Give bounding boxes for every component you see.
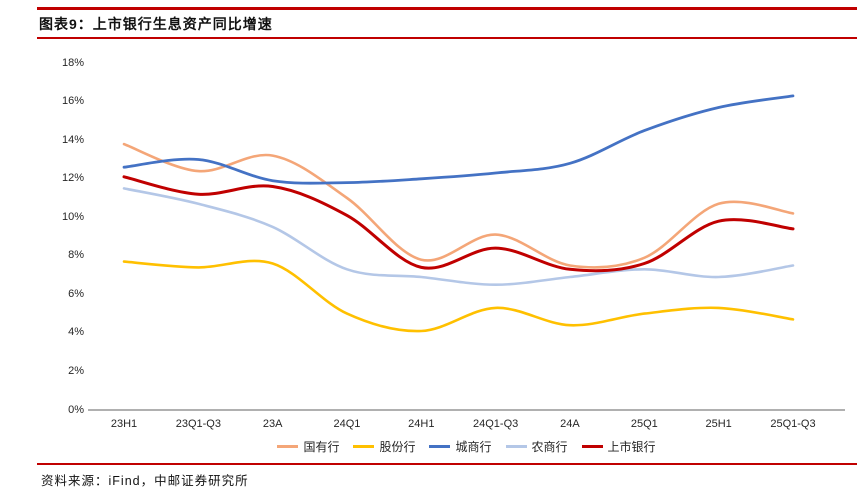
x-axis-label: 23Q1-Q3 bbox=[175, 418, 221, 430]
x-axis-label: 23H1 bbox=[110, 418, 138, 430]
series-line-农商行 bbox=[122, 187, 795, 286]
legend-swatch-icon bbox=[581, 445, 603, 448]
legend-label: 城商行 bbox=[455, 440, 492, 454]
legend-item-国有行: 国有行 bbox=[277, 438, 339, 455]
legend-item-城商行: 城商行 bbox=[429, 438, 492, 455]
y-axis-label: 4% bbox=[68, 326, 84, 339]
legend-swatch-icon bbox=[277, 445, 299, 448]
x-axis-label: 23A bbox=[262, 418, 283, 430]
y-axis-label: 16% bbox=[61, 95, 84, 108]
y-axis-label: 18% bbox=[61, 56, 84, 69]
legend-swatch-icon bbox=[353, 445, 375, 448]
top-rule-line bbox=[37, 7, 857, 10]
y-axis-label: 12% bbox=[61, 172, 84, 185]
legend-label: 上市银行 bbox=[607, 440, 656, 454]
x-axis-label: 24Q1-Q3 bbox=[473, 418, 519, 430]
legend-swatch-icon bbox=[429, 445, 451, 448]
x-axis-label: 25Q1-Q3 bbox=[770, 418, 816, 430]
legend-item-上市银行: 上市银行 bbox=[581, 438, 656, 455]
source-note: 资料来源：iFind，中邮证券研究所 bbox=[41, 474, 249, 488]
chart-legend: 国有行 股份行 城商行 农商行 上市银行 bbox=[88, 438, 845, 455]
y-axis-label: 2% bbox=[68, 364, 84, 377]
y-axis-label: 10% bbox=[61, 210, 84, 223]
x-axis-label: 24H1 bbox=[408, 418, 435, 430]
x-axis-label: 25H1 bbox=[705, 418, 732, 430]
legend-item-股份行: 股份行 bbox=[353, 438, 415, 455]
series-line-上市银行 bbox=[122, 175, 795, 273]
x-axis-label: 24A bbox=[560, 418, 580, 430]
legend-label: 国有行 bbox=[303, 440, 340, 454]
legend-label: 股份行 bbox=[379, 440, 416, 454]
x-axis-label: 25Q1 bbox=[630, 418, 658, 430]
footer-rule-line bbox=[37, 463, 857, 465]
y-axis-label: 0% bbox=[68, 403, 84, 416]
legend-item-农商行: 农商行 bbox=[505, 438, 568, 455]
y-axis-label: 6% bbox=[68, 287, 84, 300]
x-axis-label: 24Q1 bbox=[333, 418, 361, 430]
legend-swatch-icon bbox=[505, 445, 527, 448]
y-axis-label: 14% bbox=[61, 133, 84, 146]
chart-title: 图表9：上市银行生息资产同比增速 bbox=[39, 16, 273, 32]
title-underline bbox=[37, 37, 857, 39]
series-line-城商行 bbox=[122, 94, 795, 185]
series-line-股份行 bbox=[122, 259, 795, 333]
series-line-国有行 bbox=[122, 142, 795, 269]
legend-label: 农商行 bbox=[531, 440, 568, 454]
y-axis-label: 8% bbox=[68, 249, 84, 262]
